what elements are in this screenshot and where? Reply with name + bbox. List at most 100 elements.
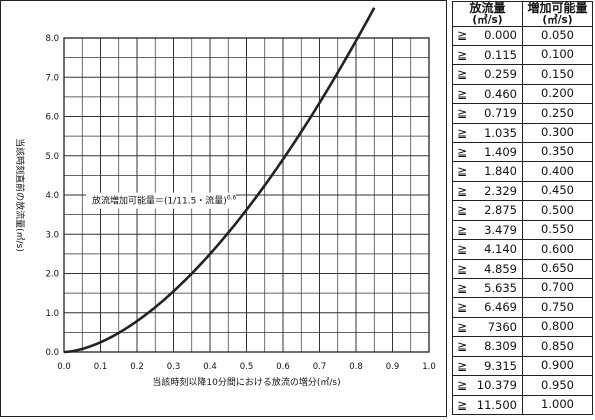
flow-cell: ≧ 6.469 (452, 297, 523, 318)
flow-cell: ≧ 2.329 (452, 180, 523, 202)
table-body: ≧ 0.000 0.050 ≧ 0.115 0.100 ≧ 0.259 0.150 ≧ 0.460 0… (452, 25, 593, 416)
table-row: ≧ 0.000 0.050 (452, 25, 593, 46)
increase-cell: 1.000 (522, 394, 593, 416)
discharge-table-wrap: 放流量 (㎥/s) 増加可能量 (㎥/s) ≧ 0.000 0.050 ≧ 0.115 0… (452, 1, 593, 416)
increase-cell: 0.450 (522, 180, 593, 202)
flow-value: 9.315 (484, 358, 517, 373)
flow-cell: ≧ 10.379 (452, 375, 523, 396)
x-axis-label: 当該時刻以降10分間における放流の増分(㎥/s) (152, 376, 340, 388)
ge-symbol: ≧ (456, 28, 468, 43)
header-flow-unit: (㎥/s) (472, 14, 503, 26)
y-tick-label: 6.0 (45, 113, 59, 123)
ge-symbol: ≧ (456, 144, 468, 159)
chart-frame: 0.0 0.1 0.2 0.3 0.4 0.5 0.6 0.7 0.8 0.9 1.0 0.0 1.0 2… (0, 0, 447, 417)
annotation-formula: 放流増加可能量＝(1/11.5・流量)0.6 (92, 195, 237, 207)
flow-cell: ≧ 0.719 (452, 103, 523, 124)
flow-value: 6.469 (484, 300, 517, 315)
x-tick-label: 0.1 (94, 362, 108, 372)
ge-symbol: ≧ (456, 67, 468, 82)
increase-cell: 0.650 (522, 258, 593, 279)
flow-cell: ≧ 1.840 (452, 161, 523, 182)
table-row: ≧ 8.309 0.850 (452, 336, 593, 357)
x-tick-label: 0.0 (57, 362, 71, 372)
increase-cell: 0.250 (522, 103, 593, 124)
x-tick-label: 0.9 (386, 362, 400, 372)
annotation-text: 放流増加可能量＝(1/11.5・流量) (92, 195, 227, 207)
table-row: ≧ 2.875 0.500 (452, 200, 593, 221)
increase-cell: 0.800 (522, 316, 593, 338)
table-row: ≧ 11.500 1.000 (452, 394, 593, 416)
ge-symbol: ≧ (456, 106, 468, 121)
annotation-exponent: 0.6 (227, 195, 237, 202)
flow-value: 2.329 (484, 183, 517, 198)
x-tick-label: 0.8 (349, 362, 363, 372)
table-row: ≧ 1.840 0.400 (452, 161, 593, 182)
flow-value: 11.500 (476, 397, 517, 412)
x-tick-label: 1.0 (422, 362, 436, 372)
increase-cell: 0.300 (522, 122, 593, 144)
y-axis-label: 当該時刻直前の放流量(㎥/s) (14, 138, 26, 252)
y-tick-label: 2.0 (45, 270, 59, 280)
header-increase-unit: (㎥/s) (542, 14, 573, 26)
ge-symbol: ≧ (456, 203, 468, 218)
y-tick-label: 8.0 (45, 34, 59, 44)
flow-value: 0.719 (484, 106, 517, 121)
increase-cell: 0.350 (522, 142, 593, 163)
flow-value: 4.140 (484, 242, 517, 257)
flow-cell: ≧ 1.035 (452, 122, 523, 144)
table-header-row: 放流量 (㎥/s) 増加可能量 (㎥/s) (452, 1, 593, 27)
x-tick-label: 0.3 (167, 362, 181, 372)
table-row: ≧ 1.409 0.350 (452, 142, 593, 163)
ge-symbol: ≧ (456, 358, 468, 373)
flow-value: 0.000 (484, 28, 517, 43)
increase-cell: 0.400 (522, 161, 593, 182)
y-tick-label: 1.0 (45, 309, 59, 319)
flow-cell: ≧ 0.460 (452, 83, 523, 105)
ge-symbol: ≧ (456, 242, 468, 257)
ge-symbol: ≧ (456, 164, 468, 179)
table-row: ≧ 0.259 0.150 (452, 64, 593, 85)
table-row: ≧ 5.635 0.700 (452, 277, 593, 299)
table-row: ≧ 4.859 0.650 (452, 258, 593, 279)
increase-cell: 0.700 (522, 277, 593, 299)
flow-value: 0.115 (484, 47, 517, 62)
flow-value: 1.840 (484, 164, 517, 179)
header-flow: 放流量 (㎥/s) (452, 1, 523, 27)
table-row: ≧ 2.329 0.450 (452, 180, 593, 202)
flow-value: 7360 (487, 319, 517, 334)
flow-value: 2.875 (484, 203, 517, 218)
table-row: ≧ 10.379 0.950 (452, 375, 593, 396)
x-tick-label: 0.5 (240, 362, 254, 372)
tick-labels: 0.0 0.1 0.2 0.3 0.4 0.5 0.6 0.7 0.8 0.9 1.0 0.0 1.0 2… (45, 34, 435, 372)
ge-symbol: ≧ (456, 125, 468, 140)
table-row: ≧ 4.140 0.600 (452, 239, 593, 260)
flow-cell: ≧ 0.259 (452, 64, 523, 85)
table-row: ≧ 0.115 0.100 (452, 44, 593, 66)
x-tick-label: 0.6 (276, 362, 290, 372)
discharge-curve (63, 7, 376, 354)
increase-cell: 0.900 (522, 355, 593, 377)
y-tick-label: 5.0 (45, 152, 59, 162)
ge-symbol: ≧ (456, 339, 468, 354)
ge-symbol: ≧ (456, 319, 468, 334)
flow-cell: ≧ 5.635 (452, 277, 523, 299)
flow-value: 8.309 (484, 339, 517, 354)
flow-cell: ≧ 1.409 (452, 142, 523, 163)
ge-symbol: ≧ (456, 86, 468, 101)
table-row: ≧ 9.315 0.900 (452, 355, 593, 377)
increase-cell: 0.050 (522, 25, 593, 46)
table-row: ≧ 7360 0.800 (452, 316, 593, 338)
flow-cell: ≧ 0.000 (452, 25, 523, 46)
x-tick-label: 0.2 (130, 362, 144, 372)
ge-symbol: ≧ (456, 183, 468, 198)
increase-cell: 0.550 (522, 219, 593, 241)
header-flow-title: 放流量 (469, 1, 506, 15)
table-row: ≧ 6.469 0.750 (452, 297, 593, 318)
x-tick-label: 0.4 (203, 362, 217, 372)
flow-cell: ≧ 7360 (452, 316, 523, 338)
flow-cell: ≧ 4.140 (452, 239, 523, 260)
flow-value: 10.379 (476, 378, 517, 393)
annotation-background (86, 192, 236, 209)
table-row: ≧ 1.035 0.300 (452, 122, 593, 144)
header-increase: 増加可能量 (㎥/s) (522, 1, 593, 27)
